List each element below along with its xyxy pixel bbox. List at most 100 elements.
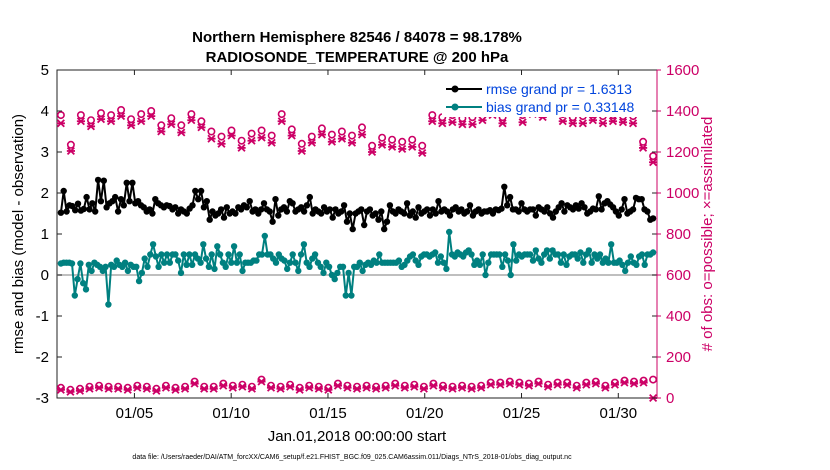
x-axis-label: Jan.01,2018 00:00:00 start [268,428,447,445]
assimilated-point [327,137,336,146]
assimilated_low-point [505,379,514,388]
assimilated_low-point [257,377,266,386]
assimilated_low-point [400,383,409,392]
bias-point [588,259,595,266]
rmse-point [272,196,279,203]
bias-point [532,247,539,254]
assimilated-point [167,120,176,129]
rmse-point [195,196,202,203]
bias-point [230,243,238,250]
left-tick-label: -1 [36,308,49,325]
rmse-point [383,218,391,225]
bias-point [161,259,168,266]
bias-point [577,249,584,256]
rmse-point [515,208,522,215]
bias-point [499,263,506,270]
rmse-point [386,202,394,209]
bias-point [641,261,648,268]
assimilated-point [197,123,206,132]
possible-point [398,137,407,146]
possible-point [217,132,226,141]
rmse-point [598,206,605,213]
legend-bias-marker [451,103,459,111]
rmse-point [112,193,119,201]
bias-point [272,259,280,266]
rmse-point [366,206,374,213]
right-tick-label: 1000 [666,185,699,202]
assimilated-point [66,146,75,156]
rmse-point [83,193,90,201]
assimilated-point [588,116,597,125]
assimilated-point [388,142,397,151]
assimilated_low-point [563,380,572,389]
bias-point [320,269,327,277]
bias-point [638,251,646,258]
rmse-point [275,212,282,219]
bias-point [395,257,403,264]
bias-point [306,263,313,270]
rmse-point [260,200,268,207]
assimilated-point [297,146,306,156]
assimilated_low-point [247,384,257,393]
bias-point [622,267,629,275]
rmse-point [403,200,411,207]
bias-point [440,259,447,266]
assimilated_low-point [228,383,237,392]
rmse-point [217,206,225,213]
assimilated_low-point [238,382,247,391]
rmse-point [501,183,508,190]
bias-point [261,232,268,240]
rmse-point [123,179,130,186]
possible-point [237,136,246,145]
possible-point [157,121,166,130]
bias-point [624,259,632,266]
assimilated_low-point [314,384,323,393]
bias-point [225,251,232,258]
assimilated-point [428,117,437,126]
rmse-point [506,193,514,201]
bias-point [105,301,112,308]
assimilated-point [568,119,577,128]
possible-point [227,126,236,135]
rmse-point [464,208,471,215]
bias-point [295,267,302,275]
bias-point [527,251,534,258]
bias-point [85,261,93,268]
rmse-point [203,198,210,205]
assimilated-point [518,118,527,127]
assimilated_low-point [639,378,648,387]
bias-point [172,251,179,258]
assimilated-point [187,116,196,125]
bias-series [57,228,657,308]
bias-point [286,259,294,266]
plot-frame [56,69,658,399]
rmse-point [532,212,539,219]
bias-point [563,261,570,268]
possible-point [347,131,356,140]
rmse-point [100,177,108,184]
rmse-point [595,193,602,200]
bias-point [158,251,165,258]
assimilated_low-point [381,383,390,392]
assimilated-point [408,142,417,151]
possible-point [327,130,336,139]
right-tick-label: 800 [666,226,691,243]
possible-point [277,110,286,119]
bias-point [311,251,319,258]
bias-point [507,271,514,279]
rmse-point [358,206,365,213]
rmse-point [375,216,382,223]
assimilated_low-point [620,378,629,387]
assimilated-point [106,117,116,126]
possible-point [408,135,417,144]
rmse-point [329,214,336,221]
bias-point [239,267,246,275]
assimilated_low-point [582,380,591,389]
possible-point [167,114,176,123]
legend-box [442,79,642,117]
right-tick-label: 1600 [666,62,699,79]
rmse-point [349,225,356,233]
possible-point [127,115,136,124]
bias-point [233,259,241,266]
bias-point [501,251,509,258]
